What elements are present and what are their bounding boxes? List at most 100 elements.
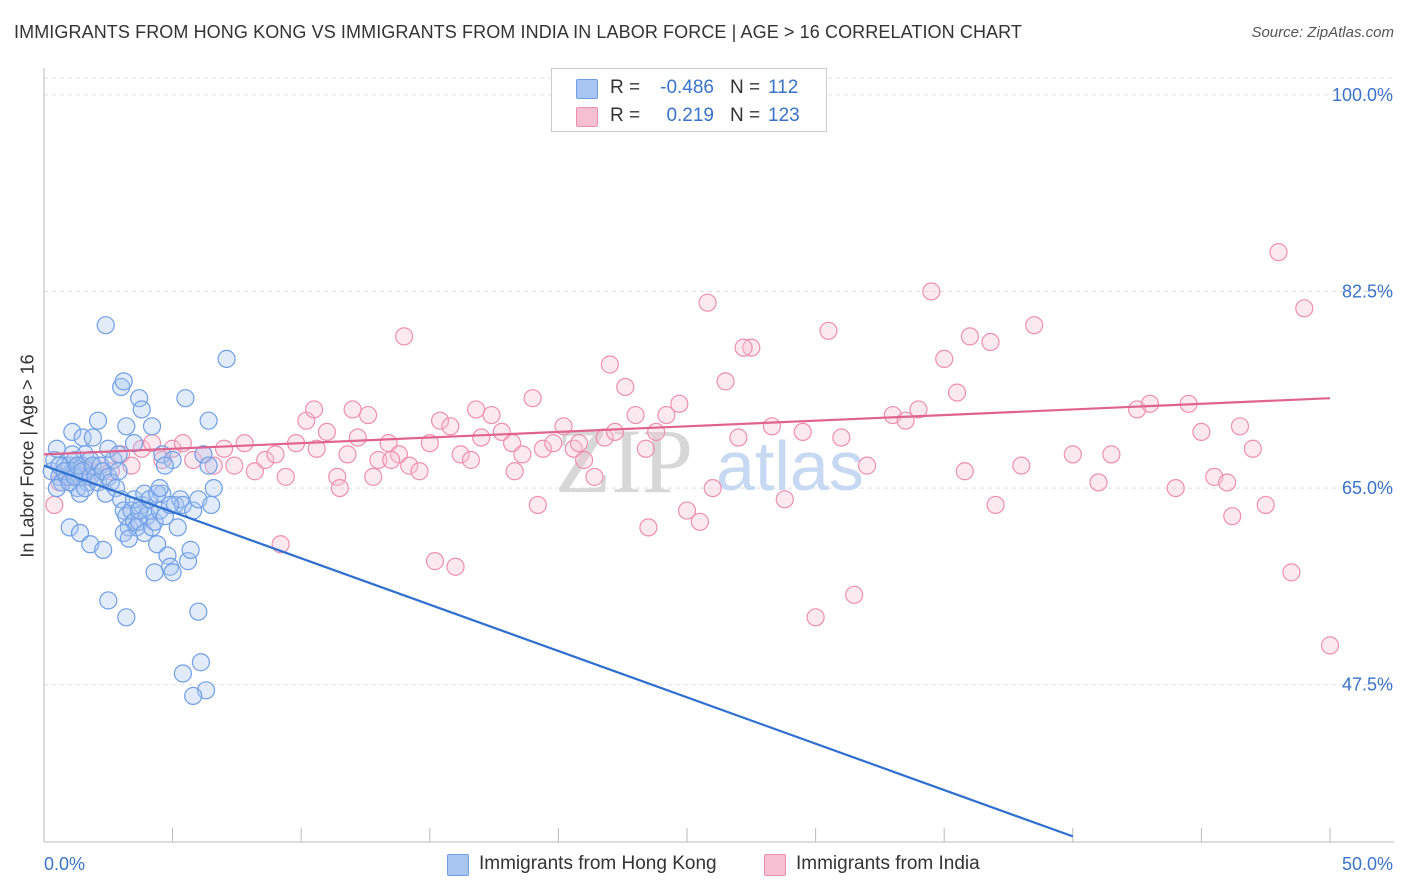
- india-point: [425, 552, 445, 571]
- hong-kong-point: [99, 591, 118, 610]
- india-point: [1243, 439, 1262, 458]
- hong-kong-point: [142, 417, 162, 436]
- india-point: [1256, 495, 1275, 515]
- hong-kong-point: [189, 602, 208, 621]
- india-point: [1269, 243, 1288, 262]
- hong-kong-point: [130, 389, 149, 408]
- hong-kong-point: [130, 501, 149, 520]
- india-point: [505, 462, 524, 481]
- india-point: [600, 355, 619, 374]
- india-point: [204, 456, 223, 475]
- india-point: [1223, 507, 1242, 526]
- india-point: [1166, 478, 1185, 498]
- india-point: [832, 428, 851, 447]
- hong-kong-point: [119, 529, 138, 548]
- india-point: [1320, 636, 1340, 655]
- india-point: [775, 490, 794, 509]
- hong-kong-point: [155, 507, 174, 526]
- series-india: [45, 243, 1340, 655]
- india-point: [960, 327, 980, 346]
- stats-n-label: N =: [730, 77, 761, 98]
- hong-kong-point: [73, 428, 92, 447]
- india-point: [922, 282, 941, 301]
- india-point: [1012, 456, 1031, 475]
- india-point: [441, 417, 460, 436]
- india-point: [430, 411, 450, 430]
- india-point: [703, 478, 722, 498]
- y-tick-label: 100.0%: [1332, 85, 1393, 105]
- legend-swatch-hong-kong: [447, 854, 469, 876]
- india-point: [1102, 445, 1121, 464]
- hong-kong-point: [194, 445, 213, 464]
- india-point: [266, 445, 285, 464]
- india-point: [214, 439, 234, 458]
- india-point: [909, 400, 928, 419]
- y-tick-label: 47.5%: [1342, 675, 1393, 695]
- hong-kong-point: [158, 546, 177, 565]
- india-point: [1218, 473, 1237, 492]
- india-point: [657, 405, 676, 425]
- india-point: [276, 467, 295, 486]
- india-point: [348, 428, 367, 447]
- stats-n-value: 112: [768, 77, 799, 98]
- india-point: [461, 450, 481, 470]
- hong-kong-point: [176, 389, 195, 408]
- hong-kong-point: [163, 563, 182, 582]
- india-point: [1192, 422, 1211, 442]
- india-point: [698, 293, 717, 312]
- hong-kong-point: [124, 434, 144, 453]
- hong-kong-point: [178, 552, 198, 571]
- x-tick-label-min: 0.0%: [44, 854, 85, 874]
- india-point: [256, 450, 275, 470]
- stats-swatch-india: [576, 107, 598, 127]
- india-point: [1295, 299, 1314, 318]
- india-point: [986, 495, 1005, 515]
- legend-item-india[interactable]: Immigrants from India: [764, 852, 1004, 878]
- india-point: [358, 405, 378, 425]
- hong-kong-point: [83, 428, 102, 447]
- hong-kong-point: [181, 540, 200, 559]
- india-point: [793, 422, 812, 442]
- hong-kong-point: [70, 484, 90, 503]
- india-point: [616, 377, 635, 397]
- india-point: [636, 439, 655, 458]
- india-point: [400, 456, 419, 475]
- trend-line-india: [43, 397, 1331, 456]
- india-point: [569, 434, 589, 453]
- hong-kong-point: [117, 417, 136, 436]
- stats-swatch-hong-kong: [576, 79, 598, 99]
- legend-item-hong-kong[interactable]: Immigrants from Hong Kong: [447, 852, 747, 878]
- india-point: [245, 462, 265, 481]
- india-point: [328, 467, 347, 486]
- stats-n-label: N =: [730, 105, 761, 126]
- india-point: [947, 383, 967, 402]
- hong-kong-point: [145, 563, 164, 582]
- india-point: [806, 608, 825, 627]
- india-point: [1063, 445, 1082, 464]
- india-point: [564, 439, 583, 458]
- india-point: [451, 445, 470, 464]
- hong-kong-point: [109, 462, 128, 481]
- india-point: [304, 400, 324, 419]
- hong-kong-point: [217, 349, 236, 368]
- source-credit: Source: ZipAtlas.com: [1251, 24, 1394, 41]
- hong-kong-point: [204, 478, 223, 498]
- india-point: [472, 428, 491, 447]
- trend-line-hong-kong: [43, 464, 1074, 838]
- india-point: [382, 450, 401, 470]
- india-point: [343, 400, 362, 419]
- hong-kong-point: [168, 518, 187, 537]
- hong-kong-point: [199, 411, 218, 430]
- stats-r-value: -0.486: [660, 77, 714, 98]
- india-point: [819, 321, 838, 340]
- india-point: [235, 434, 254, 453]
- india-point: [677, 501, 697, 520]
- india-point: [446, 557, 465, 576]
- stats-r-label: R =: [610, 77, 641, 98]
- india-point: [981, 332, 1000, 352]
- india-point: [544, 434, 563, 453]
- hong-kong-point: [117, 608, 136, 627]
- india-point: [729, 428, 748, 447]
- y-axis-label: In Labor Force | Age > 16: [17, 354, 38, 558]
- india-point: [857, 456, 877, 475]
